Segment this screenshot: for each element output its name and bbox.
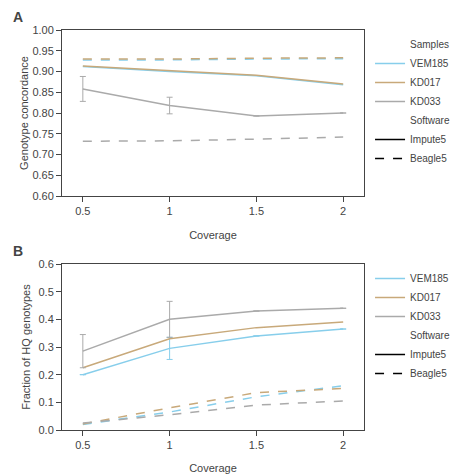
svg-text:0.6: 0.6 bbox=[39, 258, 54, 270]
svg-text:1.5: 1.5 bbox=[249, 439, 264, 451]
svg-text:VEM185: VEM185 bbox=[410, 273, 449, 284]
svg-text:1: 1 bbox=[167, 439, 173, 451]
svg-text:Samples: Samples bbox=[410, 39, 449, 50]
svg-text:0.0: 0.0 bbox=[39, 424, 54, 436]
svg-text:0.60: 0.60 bbox=[32, 190, 53, 202]
svg-text:A: A bbox=[13, 9, 23, 25]
svg-text:Impute5: Impute5 bbox=[410, 349, 447, 360]
svg-text:0.70: 0.70 bbox=[32, 148, 53, 160]
svg-text:0.75: 0.75 bbox=[32, 128, 53, 140]
svg-text:VEM185: VEM185 bbox=[410, 58, 449, 69]
svg-text:B: B bbox=[13, 243, 23, 259]
svg-text:0.65: 0.65 bbox=[32, 169, 53, 181]
svg-text:Software: Software bbox=[410, 330, 450, 341]
svg-text:KD033: KD033 bbox=[410, 311, 441, 322]
svg-text:Coverage: Coverage bbox=[189, 229, 237, 241]
svg-text:0.5: 0.5 bbox=[75, 439, 90, 451]
svg-text:KD017: KD017 bbox=[410, 77, 441, 88]
svg-text:1.5: 1.5 bbox=[249, 205, 264, 217]
svg-text:Genotype concordance: Genotype concordance bbox=[18, 56, 30, 170]
svg-text:0.5: 0.5 bbox=[75, 205, 90, 217]
svg-text:0.1: 0.1 bbox=[39, 396, 54, 408]
svg-text:0.3: 0.3 bbox=[39, 341, 54, 353]
svg-text:2: 2 bbox=[340, 205, 346, 217]
svg-text:Beagle5: Beagle5 bbox=[410, 153, 447, 164]
svg-text:0.95: 0.95 bbox=[32, 45, 53, 57]
svg-text:0.85: 0.85 bbox=[32, 86, 53, 98]
svg-text:0.2: 0.2 bbox=[39, 369, 54, 381]
svg-text:Impute5: Impute5 bbox=[410, 134, 447, 145]
svg-text:2: 2 bbox=[340, 439, 346, 451]
svg-text:0.5: 0.5 bbox=[39, 286, 54, 298]
svg-text:Beagle5: Beagle5 bbox=[410, 368, 447, 379]
svg-text:KD033: KD033 bbox=[410, 96, 441, 107]
svg-text:0.80: 0.80 bbox=[32, 107, 53, 119]
svg-text:0.90: 0.90 bbox=[32, 65, 53, 77]
svg-text:Fraction of HQ genotypes: Fraction of HQ genotypes bbox=[20, 284, 32, 410]
svg-text:Coverage: Coverage bbox=[189, 462, 237, 474]
svg-text:0.4: 0.4 bbox=[39, 313, 54, 325]
svg-text:1.00: 1.00 bbox=[32, 24, 53, 36]
svg-text:Software: Software bbox=[410, 115, 450, 126]
svg-text:KD017: KD017 bbox=[410, 292, 441, 303]
svg-text:1: 1 bbox=[167, 205, 173, 217]
